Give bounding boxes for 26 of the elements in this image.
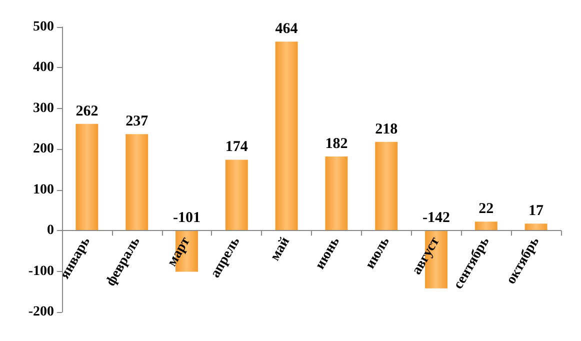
y-tick-label: 100 [33, 182, 54, 198]
bar [474, 222, 498, 231]
bar [375, 142, 398, 231]
data-label: 182 [325, 136, 348, 152]
bar [325, 156, 348, 231]
data-label: -101 [173, 210, 200, 226]
data-label: 17 [528, 203, 544, 220]
bar [76, 124, 98, 231]
y-tick-label: 300 [33, 100, 54, 116]
y-tick-label: 0 [47, 223, 54, 238]
y-tick-label: -100 [28, 264, 54, 279]
data-label: 174 [225, 139, 248, 156]
data-label: 218 [375, 121, 398, 138]
bar [126, 134, 148, 231]
data-label: 22 [478, 201, 494, 218]
bar [524, 224, 548, 231]
data-label: -142 [422, 210, 450, 226]
data-label: 237 [126, 114, 149, 130]
bar [225, 160, 248, 231]
y-tick-label: 200 [33, 142, 54, 157]
data-label: 262 [76, 103, 98, 120]
bar [275, 42, 298, 231]
y-tick-label: 500 [33, 20, 54, 34]
y-tick-label: -200 [28, 304, 54, 320]
y-tick-label: 400 [33, 60, 54, 76]
data-label: 464 [275, 21, 298, 38]
